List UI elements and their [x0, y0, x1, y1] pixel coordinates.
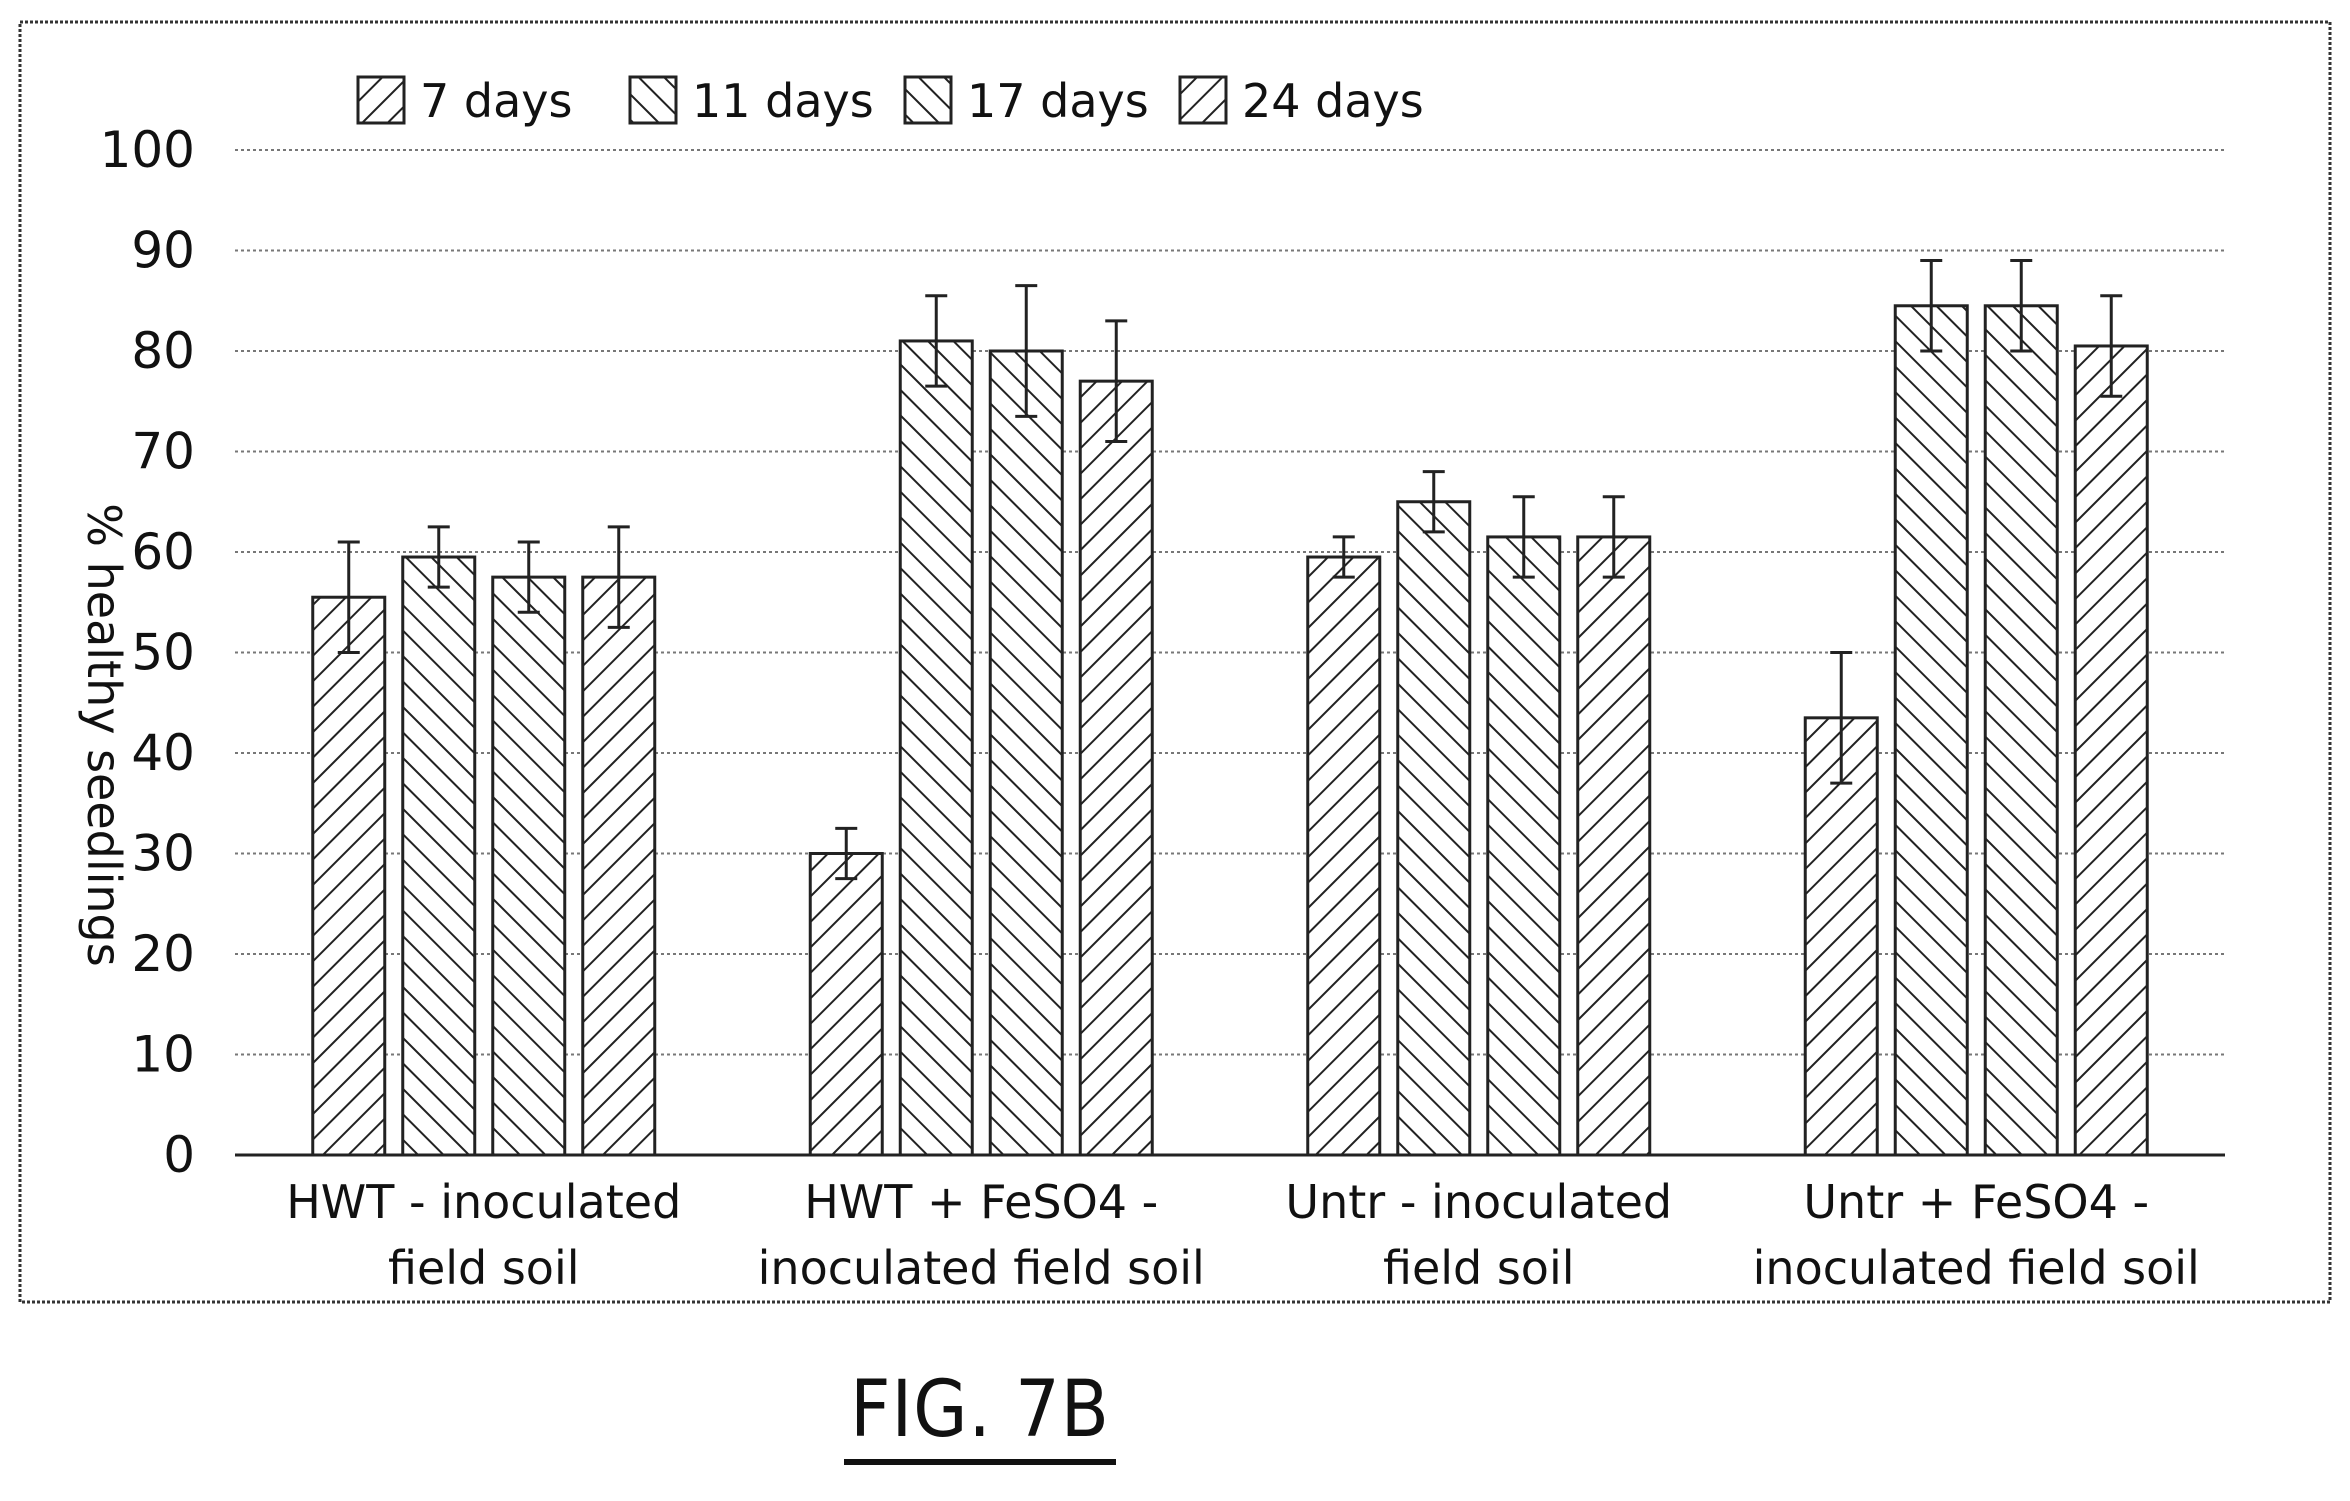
x-tick-label: Untr + FeSO4 - [1803, 1175, 2149, 1229]
figure-label: FIG. 7B [844, 1365, 1116, 1465]
y-tick-label: 50 [131, 624, 195, 682]
bar-7-days [311, 595, 387, 1157]
bar-17-days [1486, 535, 1562, 1157]
y-tick-label: 100 [100, 121, 195, 179]
legend-swatch [1178, 75, 1228, 125]
y-tick-label: 30 [131, 825, 195, 883]
x-tick-label: Untr - inoculated [1285, 1175, 1672, 1229]
x-tick-label: HWT + FeSO4 - [804, 1175, 1158, 1229]
bar-24-days [1576, 535, 1652, 1157]
bar-17-days [988, 349, 1064, 1157]
y-tick-label: 90 [131, 222, 195, 280]
y-tick-label: 70 [131, 423, 195, 481]
bar-7-days [808, 852, 884, 1157]
bar-11-days [1396, 500, 1472, 1157]
legend-swatch [903, 75, 953, 125]
bar-7-days [1306, 555, 1382, 1157]
bar-7-days [1803, 716, 1879, 1157]
bar-24-days [2073, 344, 2149, 1157]
x-tick-label: inoculated field soil [1753, 1241, 2200, 1295]
y-tick-label: 40 [131, 724, 195, 782]
y-tick-label: 80 [131, 322, 195, 380]
y-tick-label: 0 [163, 1126, 195, 1184]
legend-swatch [356, 75, 406, 125]
bar-11-days [898, 339, 974, 1157]
legend-label: 24 days [1242, 74, 1424, 128]
x-tick-label: field soil [388, 1241, 580, 1295]
y-axis-label: % healthy seedlings [77, 503, 131, 966]
x-tick-label: inoculated field soil [758, 1241, 1205, 1295]
legend-label: 17 days [967, 74, 1149, 128]
legend-label: 11 days [692, 74, 874, 128]
legend-label: 7 days [420, 74, 572, 128]
bar-24-days [1078, 379, 1154, 1157]
bar-17-days [491, 575, 567, 1157]
y-tick-label: 20 [131, 925, 195, 983]
figure-caption: FIG. 7B [0, 1365, 1960, 1465]
x-tick-label: HWT - inoculated [286, 1175, 681, 1229]
bar-17-days [1983, 304, 2059, 1157]
bar-11-days [401, 555, 477, 1157]
y-tick-label: 10 [131, 1026, 195, 1084]
bar-11-days [1893, 304, 1969, 1157]
legend-swatch [628, 75, 678, 125]
x-tick-label: field soil [1383, 1241, 1575, 1295]
bar-24-days [581, 575, 657, 1157]
y-tick-label: 60 [131, 523, 195, 581]
